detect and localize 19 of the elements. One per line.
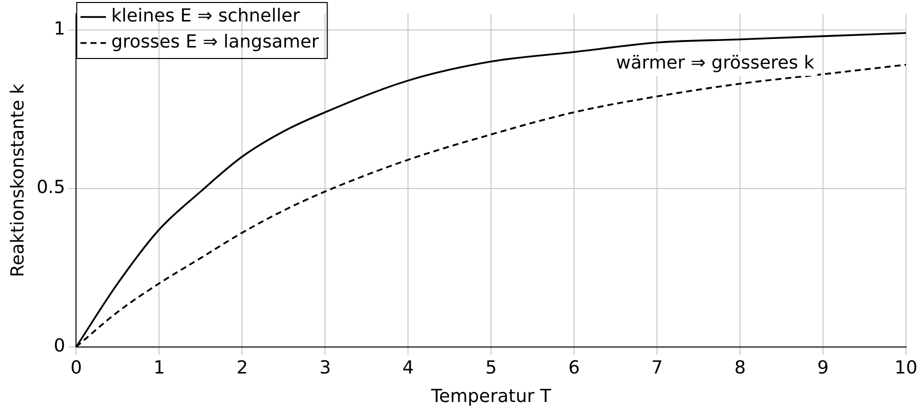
x-axis-title: Temperatur T xyxy=(430,386,552,407)
x-tick-label: 10 xyxy=(894,357,918,378)
legend-label: kleines E ⇒ schneller xyxy=(111,6,300,27)
y-tick-label: 1 xyxy=(54,18,66,40)
x-tick-label: 7 xyxy=(651,357,663,378)
x-tick-label: 2 xyxy=(236,357,248,378)
x-tick-label: 6 xyxy=(568,357,580,378)
x-tick-label: 9 xyxy=(817,357,829,378)
x-tick-label: 5 xyxy=(485,357,497,378)
x-tick-label: 8 xyxy=(734,357,746,378)
annotation: wärmer ⇒ grösseres k xyxy=(616,52,815,74)
legend-label: grosses E ⇒ langsamer xyxy=(111,32,320,53)
x-tick-label: 0 xyxy=(70,357,82,378)
x-tick-label: 4 xyxy=(402,357,414,378)
y-axis-title: Reaktionskonstante k xyxy=(7,83,28,278)
x-tick-label: 3 xyxy=(319,357,331,378)
y-tick-label: 0 xyxy=(54,335,66,356)
x-tick-label: 1 xyxy=(153,357,165,378)
y-tick-label: 0.5 xyxy=(36,176,66,198)
